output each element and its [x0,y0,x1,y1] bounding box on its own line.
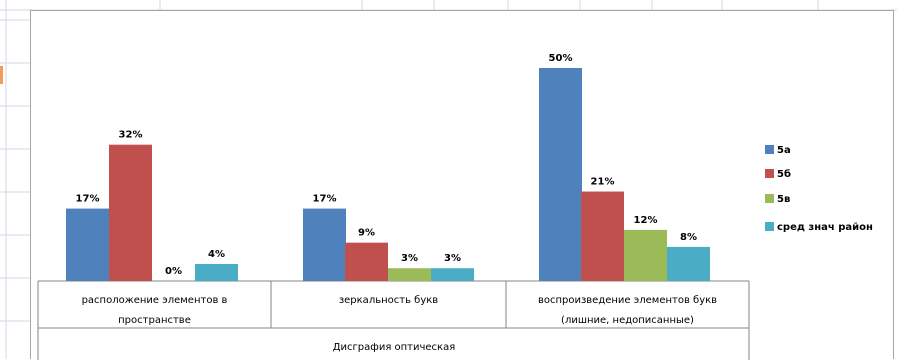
data-label-2-2: 9% [358,228,375,239]
data-label-1-1: 17% [76,194,100,205]
legend-label-3: 5в [777,194,790,205]
bar-1-3[interactable] [539,68,582,281]
category-label-3-line-1: воспроизведение элементов букв [538,295,717,306]
bar-2-1[interactable] [109,144,152,281]
bar-4-2[interactable] [431,268,474,281]
bar-3-2[interactable] [388,268,431,281]
data-label-3-1: 0% [165,266,182,277]
legend-label-4: сред знач район [777,222,873,233]
category-label-1-line-1: расположение элементов в [82,295,228,306]
bar-2-2[interactable] [345,242,388,281]
data-label-1-2: 17% [313,194,337,205]
chart-area[interactable]: 17% 17% 50% 32% 9% 21% 0% 3% 12% 4% 3% 8% расположен… [30,10,894,360]
legend-swatch-2 [765,169,774,178]
data-label-1-3: 50% [549,53,573,64]
group-axis-label: Дисграфия оптическая [333,342,456,353]
bar-1-2[interactable] [303,208,346,281]
data-label-4-2: 3% [444,253,461,264]
data-label-4-1: 4% [208,249,225,260]
legend-swatch-1 [765,145,774,154]
legend-label-1: 5а [777,145,791,156]
legend-swatch-4 [765,222,774,231]
bar-2-3[interactable] [581,191,624,281]
bar-1-1[interactable] [66,208,109,281]
data-label-3-3: 12% [634,215,658,226]
category-label-3-line-2: (лишние, недописанные) [561,315,694,326]
category-label-1-line-2: пространстве [118,315,191,326]
data-label-4-3: 8% [680,232,697,243]
category-label-2-line-1: зеркальность букв [339,295,438,306]
data-label-2-1: 32% [119,130,143,141]
bar-4-1[interactable] [195,263,238,281]
bar-chart: 17% 17% 50% 32% 9% 21% 0% 3% 12% 4% 3% 8% расположен… [37,53,873,360]
legend-label-2: 5б [777,168,791,180]
bar-4-3[interactable] [667,246,710,281]
data-label-3-2: 3% [401,253,418,264]
legend-swatch-3 [765,194,774,203]
data-label-2-3: 21% [591,177,615,188]
bar-3-3[interactable] [624,229,667,281]
